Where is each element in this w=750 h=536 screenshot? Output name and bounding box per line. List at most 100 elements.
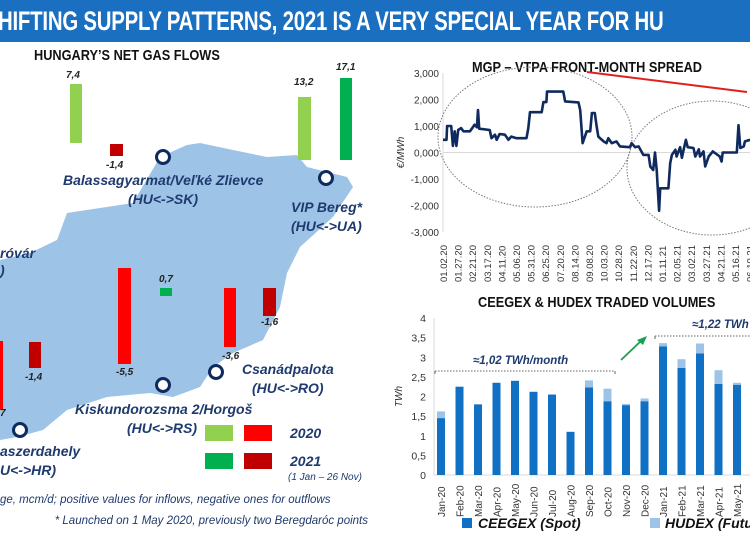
point-marker-rs <box>155 377 171 393</box>
bar-ceegex-jul-20 <box>548 394 556 475</box>
bar-rs-2020 <box>118 268 131 364</box>
y-tick-label: 1,5 <box>411 411 426 423</box>
x-tick-label: 08.14.20 <box>570 245 581 282</box>
legend-swatch-inflow-2021 <box>205 453 233 469</box>
x-tick-label: Nov-20 <box>622 484 633 517</box>
bar-ceegex-nov-20 <box>622 405 630 475</box>
point-code-hr: U<->HR) <box>0 462 57 478</box>
x-tick-label: 10.03.20 <box>600 245 611 282</box>
x-tick-label: 01.11.21 <box>658 246 669 282</box>
y-tick-label: 3,000 <box>414 69 439 80</box>
point-code-sk: (HU<->SK) <box>128 191 199 207</box>
y-tick-label: 1 <box>420 431 426 443</box>
x-tick-label: 07.20.20 <box>556 245 567 282</box>
bar-ro-2020 <box>224 288 236 347</box>
point-code-ua: (HU<->UA) <box>291 218 362 234</box>
value-ro-2021: -1,6 <box>261 317 279 328</box>
x-tick-label: Jan-21 <box>659 486 670 517</box>
point-name-at: róvár <box>0 245 36 261</box>
x-tick-label: 10.28.20 <box>614 245 625 282</box>
point-marker-sk <box>155 149 171 165</box>
bar-ceegex-feb-21 <box>677 367 686 475</box>
bar-hudex-feb-21 <box>677 359 686 368</box>
legend-swatch-inflow-2020 <box>205 425 233 441</box>
volume-chart: 4 3,5 3 2,5 2 1,5 1 0,5 0 TWh Jan-20 Feb-20 Mar-20 Ap… <box>394 313 750 531</box>
legend-swatch-outflow-2021 <box>244 453 272 469</box>
legend-ceegex: CEEGEX (Spot) <box>478 515 581 531</box>
point-marker-ua <box>318 170 334 186</box>
x-tick-label: Jan-20 <box>437 486 448 517</box>
x-tick-label: 06.25.20 <box>541 245 552 282</box>
bar-ceegex-may-21 <box>733 384 741 475</box>
bar-hudex-mar-21 <box>696 343 704 354</box>
value-rs-2021: 0,7 <box>159 274 173 285</box>
bar-ceegex-dec-20 <box>640 401 649 475</box>
value-ro-2020: -3,6 <box>222 351 240 362</box>
map-title: HUNGARY’S NET GAS FLOWS <box>34 47 220 64</box>
x-tick-label: 04.11.20 <box>497 246 508 282</box>
point-name-hr: aszerdahely <box>0 443 81 459</box>
point-name-rs: Kiskundorozsma 2/Horgoš <box>75 401 253 417</box>
x-tick-label: 04.21.21 <box>716 245 727 282</box>
bar-hudex-may-21 <box>733 382 741 385</box>
y-tick-label: 2,5 <box>411 372 426 384</box>
y-tick-label: -3,000 <box>411 228 440 239</box>
bar-ceegex-apr-20 <box>492 382 501 475</box>
x-tick-label: Apr-21 <box>715 487 726 517</box>
bar-hr-2020 <box>0 341 3 410</box>
bar-ceegex-jan-21 <box>659 346 667 475</box>
y-tick-label: 0,000 <box>414 149 439 160</box>
x-tick-label: Oct-20 <box>604 487 615 517</box>
y-axis-label: TWh <box>394 386 405 408</box>
point-code-ro: (HU<->RO) <box>252 380 324 396</box>
bar-ua-2021 <box>340 78 352 160</box>
y-tick-label: 3,5 <box>411 333 426 345</box>
y-tick-label: 1,000 <box>414 122 439 133</box>
footnote-units: ge, mcm/d; positive values for inflows, … <box>0 494 331 506</box>
hungary-map <box>0 143 353 440</box>
x-tick-label: 11.22.20 <box>629 246 640 282</box>
bar-hudex-sep-20 <box>585 380 593 388</box>
bar-ceegex-mar-21 <box>696 353 704 475</box>
bar-hudex-jan-20 <box>437 411 445 419</box>
bar-sk-2020 <box>70 84 82 143</box>
y-axis-label: €/MWh <box>396 136 407 168</box>
y-tick-label: 0,5 <box>411 450 426 462</box>
x-tick-label: Aug-20 <box>567 484 578 517</box>
bar-ceegex-aug-20 <box>566 431 575 475</box>
legend-period: (1 Jan – 26 Nov) <box>288 472 362 483</box>
trend-arrow <box>586 71 748 93</box>
y-tick-label: -2,000 <box>411 202 440 213</box>
bar-ro-2021 <box>263 288 276 316</box>
x-tick-label: 01.02.20 <box>439 245 450 282</box>
x-tick-label: 12.17.20 <box>643 245 654 282</box>
value-ua-2021: 17,1 <box>336 62 356 73</box>
legend-swatch-ceegex <box>462 518 472 528</box>
legend-swatch-outflow-2020 <box>244 425 272 441</box>
x-tick-label: Feb-21 <box>678 485 689 517</box>
x-tick-label: 02.05.21 <box>673 245 684 282</box>
point-code-at: ) <box>0 262 5 278</box>
x-tick-label: May-20 <box>511 483 522 517</box>
spread-chart-title: MGP – VTPA FRONT-MONTH SPREAD <box>472 59 702 76</box>
point-code-rs: (HU<->RS) <box>127 420 198 436</box>
x-tick-label: 05.06.20 <box>512 245 523 282</box>
x-tick-label: Feb-20 <box>456 485 467 517</box>
bar-hudex-oct-20 <box>603 388 612 402</box>
x-tick-label: Dec-20 <box>641 484 652 517</box>
growth-arrow <box>620 339 643 361</box>
legend-swatch-hudex <box>650 518 660 528</box>
point-name-sk: Balassagyarmat/Veľké Zlievce <box>63 172 264 188</box>
growth-arrowhead <box>637 336 647 345</box>
footnote-vip-bereg: * Launched on 1 May 2020, previously two… <box>54 515 368 527</box>
bar-hudex-apr-21 <box>714 370 723 384</box>
point-name-ro: Csanádpalota <box>242 361 334 377</box>
point-marker-hr <box>12 422 28 438</box>
value-sk-2021: -1,4 <box>106 160 124 171</box>
spread-line <box>443 90 750 213</box>
title-banner: HIFTING SUPPLY PATTERNS, 2021 IS A VERY … <box>0 0 750 42</box>
y-tick-label: 3 <box>420 352 426 364</box>
x-tick-label: Sep-20 <box>585 484 596 517</box>
highlight-ellipse-2020 <box>437 66 633 208</box>
bar-sk-2021 <box>110 144 123 156</box>
